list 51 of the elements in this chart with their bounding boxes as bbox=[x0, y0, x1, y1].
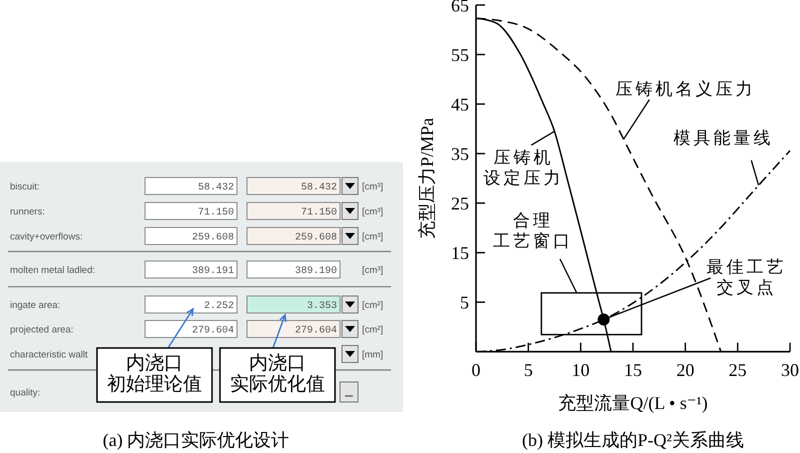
text: biscuit: bbox=[10, 181, 40, 192]
text: 71.150 bbox=[300, 208, 337, 218]
x-tick-label: 20 bbox=[676, 360, 694, 380]
text: 279.604 bbox=[192, 326, 234, 336]
text: characteristic wallt bbox=[10, 349, 88, 360]
text: [cm³] bbox=[362, 264, 384, 276]
x-tick-label: 30 bbox=[781, 360, 799, 380]
text: 259.608 bbox=[294, 232, 337, 244]
text: 58.432 bbox=[198, 182, 234, 194]
text: (b) 模拟生成的P-Q²关系曲线 bbox=[522, 430, 744, 450]
annotation: 合理工艺窗口 bbox=[493, 210, 573, 250]
text: 259.608 bbox=[192, 232, 234, 244]
text: [cm²] bbox=[362, 324, 384, 336]
y-tick-label: 5 bbox=[460, 292, 469, 312]
text: 389.191 bbox=[192, 266, 234, 277]
x-tick-label: 15 bbox=[624, 360, 642, 380]
text: 内浇口实际优化值 bbox=[230, 353, 325, 396]
text: 389.190 bbox=[294, 266, 337, 277]
text: molten metal ladled: bbox=[10, 264, 96, 276]
y-tick-label: 15 bbox=[451, 242, 469, 263]
x-tick-label: 5 bbox=[524, 360, 533, 380]
text: quality: bbox=[10, 387, 40, 398]
text: [cm³] bbox=[362, 206, 384, 218]
text: cavity+overflows: bbox=[10, 231, 83, 242]
y-tick-label: 55 bbox=[451, 44, 469, 65]
y-tick-label: 45 bbox=[451, 94, 469, 114]
text: 内浇口初始理论值 bbox=[107, 353, 202, 396]
x-tick-label: 0 bbox=[472, 360, 480, 380]
text: [mm] bbox=[362, 349, 384, 360]
text: 3.353 bbox=[306, 301, 337, 312]
y-axis-title: 充型压力P/MPa bbox=[417, 118, 438, 239]
text: projected area: bbox=[10, 324, 74, 336]
text: 58.432 bbox=[300, 182, 337, 194]
annotation: 最佳工艺交叉点 bbox=[706, 257, 786, 297]
y-tick-label: 35 bbox=[451, 144, 469, 164]
text: [cm³] bbox=[362, 231, 384, 242]
annotation: 模具能量线 bbox=[674, 128, 774, 148]
text: 2.252 bbox=[204, 301, 234, 312]
x-tick-label: 25 bbox=[728, 360, 747, 380]
x-tick-label: 10 bbox=[572, 360, 590, 380]
y-tick-label: 25 bbox=[451, 193, 469, 214]
text: (a) 内浇口实际优化设计 bbox=[102, 430, 290, 450]
annotation: 压铸机设定压力 bbox=[484, 148, 564, 188]
text: 71.150 bbox=[198, 208, 234, 218]
x-axis-title: 充型流量Q/(L • s⁻¹) bbox=[558, 393, 708, 414]
text: ingate area: bbox=[10, 300, 60, 311]
text: 279.604 bbox=[294, 326, 337, 336]
annotation: 压铸机名义压力 bbox=[615, 79, 756, 98]
text: [cm³] bbox=[362, 181, 384, 192]
text: runners: bbox=[10, 206, 45, 218]
text: [cm²] bbox=[362, 300, 384, 311]
